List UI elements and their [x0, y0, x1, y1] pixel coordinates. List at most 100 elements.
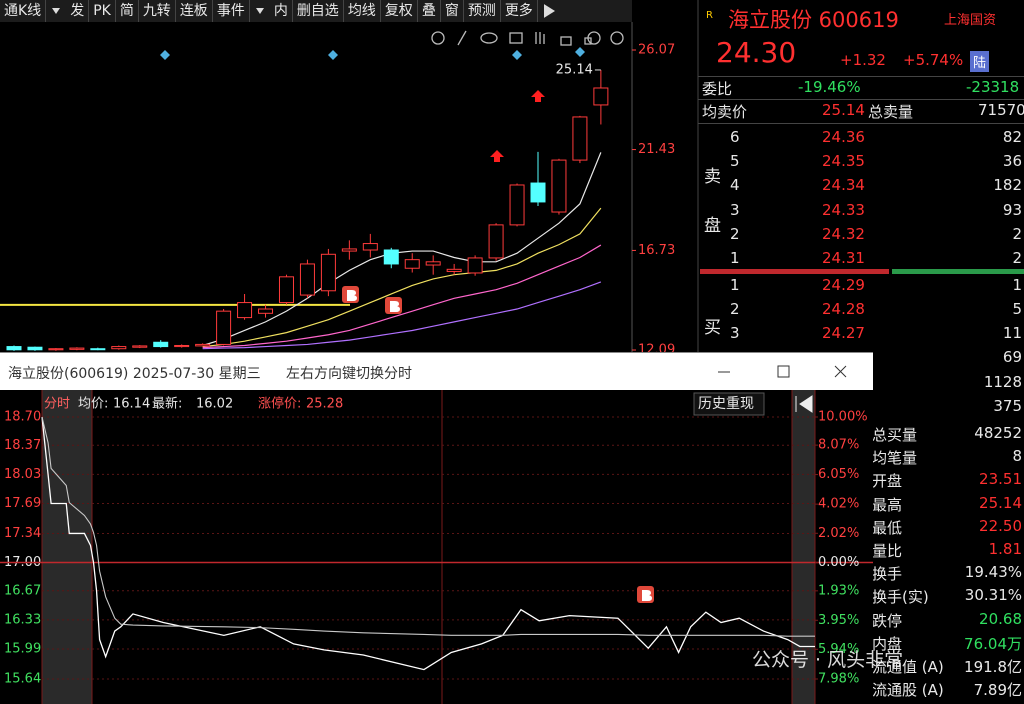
level: 4	[730, 176, 740, 195]
stat-value: 1.81	[988, 540, 1022, 558]
header-limit: 25.28	[306, 397, 343, 412]
stat-label: 总买量	[872, 426, 918, 444]
candle-body	[132, 345, 148, 348]
title-bar: 海立股份(600619) 2025-07-30 星期三 左右方向键切换分时	[0, 353, 873, 390]
y-tick-label: 18.03	[4, 467, 41, 482]
stat-value: 8	[1012, 447, 1022, 466]
y2-tick-label: 1.93%	[818, 583, 859, 598]
y-tick-label: 16.73	[638, 243, 675, 258]
candle-body	[320, 253, 336, 292]
toolbar-item[interactable]: 通K线	[0, 0, 47, 22]
stat-value: 30.31%	[964, 586, 1022, 605]
sell-bar	[700, 269, 889, 274]
ratio-volume: -23318	[966, 78, 1020, 96]
stat-value: 23.51	[979, 470, 1022, 489]
level: 1	[730, 276, 740, 294]
auction-shade	[792, 390, 815, 704]
header-avg: 16.14	[113, 397, 150, 412]
level: 2	[730, 224, 740, 243]
buy-volume: 69	[1002, 348, 1022, 366]
auction-shade	[42, 390, 92, 704]
sell-price: 24.35	[822, 152, 865, 171]
sell-price: 24.34	[822, 176, 865, 195]
toolbar-item[interactable]: 叠	[418, 0, 441, 22]
toolbar-item[interactable]: 简	[116, 0, 139, 22]
signal-arrows	[490, 90, 545, 162]
kline-chart: 26.07 21.43 16.73 12.09 25.14	[0, 0, 699, 353]
separator	[698, 99, 1024, 100]
candle-body	[572, 116, 588, 161]
replay-label[interactable]: 历史重现	[698, 396, 754, 412]
sell-volume: 182	[993, 176, 1022, 195]
stat-value: 48252	[974, 424, 1022, 442]
candle-body	[404, 259, 420, 269]
y-tick-label: 15.99	[4, 642, 41, 657]
sell-price: 24.32	[822, 224, 865, 243]
y-tick-label: 26.07	[638, 43, 675, 58]
toolbar: 通K线发 PK 简九转 连板 事件内删自选 均线 复权叠窗预测 更多	[0, 0, 632, 22]
y-tick-label: 16.67	[4, 583, 41, 598]
toolbar-item[interactable]: 窗	[441, 0, 464, 22]
candle-body	[48, 348, 64, 351]
window-hint: 左右方向键切换分时	[286, 366, 412, 382]
toolbar-item[interactable]: 九转	[139, 0, 176, 22]
stat-label: 最低	[872, 518, 903, 537]
change: +1.32	[840, 51, 886, 69]
toolbar-item[interactable]: 更多	[501, 0, 538, 22]
stat-value: 20.68	[979, 609, 1022, 628]
toolbar-item[interactable]: 均线	[344, 0, 381, 22]
toolbar-item[interactable]: 连板	[176, 0, 213, 22]
dropdown-arrow	[52, 8, 61, 14]
candle-body	[467, 257, 483, 274]
y2-tick-label: 4.02%	[818, 497, 859, 512]
toolbar-item[interactable]: 事件	[213, 0, 250, 22]
stat-label: 最高	[872, 495, 903, 514]
ma-line	[202, 244, 602, 349]
candle-body	[446, 268, 462, 272]
level: 5	[730, 152, 740, 171]
toolbar-item[interactable]: 预测	[464, 0, 501, 22]
sell-price: 24.33	[822, 200, 865, 219]
stat-label: 换手	[872, 565, 903, 584]
sell-volume: 2	[1012, 249, 1022, 267]
y-tick-label: 17.34	[4, 526, 41, 541]
candle-body	[509, 184, 525, 226]
avg-sell-label: 均卖价	[702, 103, 748, 121]
candle-body	[90, 348, 106, 351]
stock-name: 海立股份 600619	[728, 8, 899, 32]
price: 24.30	[716, 36, 797, 69]
sell-volume: 2	[1012, 224, 1022, 243]
candle-body	[195, 343, 211, 347]
toolbar-item[interactable]: PK	[89, 0, 116, 22]
stat-value: 22.50	[979, 516, 1022, 535]
candle-body	[299, 263, 315, 296]
price-line	[41, 416, 815, 671]
toolbar-item[interactable]: 复权	[381, 0, 418, 22]
buy-bar	[892, 269, 1024, 274]
buy-markers	[342, 286, 402, 314]
candle-body	[111, 346, 127, 350]
stat-label: 量比	[872, 542, 903, 560]
y2-tick-label: 3.95%	[818, 613, 859, 628]
window-buttons[interactable]	[700, 353, 873, 390]
candle-body	[69, 347, 85, 350]
toolbar-item[interactable]: 发	[66, 0, 90, 22]
y2-tick-label: 7.98%	[818, 672, 859, 687]
toolbar-item[interactable]: 内	[270, 0, 293, 22]
candle-body	[174, 344, 190, 348]
ratio-label: 委比	[702, 80, 733, 98]
stat-label: 流通值 (A)	[872, 658, 944, 676]
stat-label: 跌停	[872, 611, 903, 630]
separator	[698, 123, 1024, 124]
replay-button	[693, 392, 765, 416]
stat-value: 25.14	[979, 493, 1022, 512]
header-mode: 分时	[44, 397, 70, 412]
buy-volume: 11	[1002, 324, 1022, 342]
y-tick-label: 12.09	[638, 343, 675, 353]
replay-icon	[795, 395, 813, 413]
tool-icons	[431, 30, 624, 46]
stat-value: 7.89亿	[973, 681, 1022, 700]
y2-tick-label: 8.07%	[818, 438, 859, 453]
y2-tick-label: 0.00%	[818, 555, 859, 570]
toolbar-item[interactable]: 删自选	[293, 0, 344, 22]
